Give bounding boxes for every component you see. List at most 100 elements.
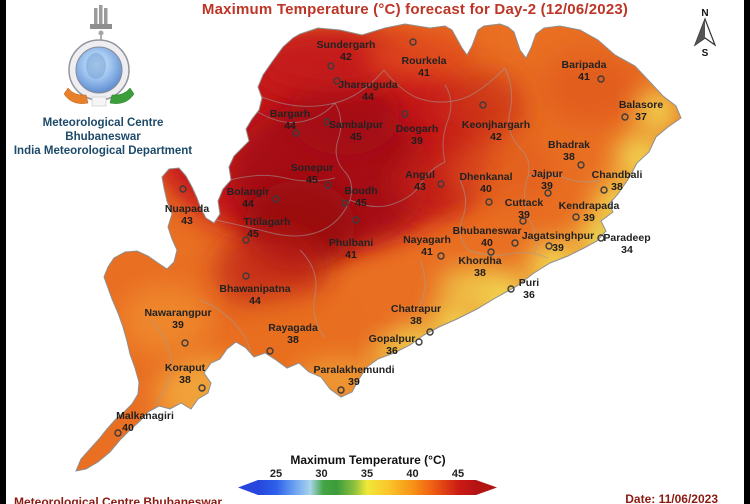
lion-capital-icon bbox=[90, 5, 112, 41]
legend-right-arrow bbox=[476, 480, 497, 495]
station-marker-icon bbox=[479, 101, 487, 109]
station-temperature: 37 bbox=[635, 111, 647, 123]
station-temperature: 39 bbox=[583, 212, 595, 224]
station-name: Paralakhemundi bbox=[313, 364, 394, 376]
station-name: Puri bbox=[519, 277, 540, 289]
footer-organisation: Meteorological Centre Bhubaneswar bbox=[14, 495, 223, 504]
logo-caption-line1: Meteorological Centre Bhubaneswar bbox=[42, 117, 164, 143]
station-marker-icon bbox=[621, 113, 629, 121]
station-temperature: 41 bbox=[421, 246, 433, 258]
right-black-border bbox=[744, 0, 750, 504]
station-temperature: 41 bbox=[578, 71, 590, 83]
station-name: Kendrapada bbox=[559, 200, 620, 212]
station-temperature: 42 bbox=[340, 51, 352, 63]
station-temperature: 43 bbox=[181, 215, 193, 227]
emblem-landmass bbox=[86, 53, 106, 79]
station-temperature: 39 bbox=[541, 180, 553, 192]
legend-tick-label: 45 bbox=[452, 468, 464, 480]
station-marker-icon bbox=[426, 328, 434, 336]
station-temperature: 44 bbox=[249, 295, 261, 307]
station-marker-icon bbox=[600, 186, 608, 194]
station-temperature: 39 bbox=[172, 319, 184, 331]
compass-north-label: N bbox=[701, 8, 708, 19]
station-temperature: 41 bbox=[345, 249, 357, 261]
station-name: Malkanagiri bbox=[116, 410, 174, 422]
footer-date: Date: 11/06/2023 bbox=[625, 492, 718, 504]
station-marker-icon bbox=[323, 118, 331, 126]
station-name: Deogarh bbox=[396, 123, 439, 135]
station-marker-icon bbox=[485, 198, 493, 206]
station-marker-icon bbox=[198, 384, 206, 392]
station-name: Dhenkanal bbox=[459, 171, 512, 183]
station-marker-icon bbox=[242, 272, 250, 280]
station-temperature: 45 bbox=[355, 197, 367, 209]
station-name: Phulbani bbox=[329, 237, 373, 249]
station-temperature: 45 bbox=[350, 131, 362, 143]
station-marker-icon bbox=[597, 234, 605, 242]
station-marker-icon bbox=[597, 75, 605, 83]
station-temperature: 42 bbox=[490, 131, 502, 143]
station-temperature: 43 bbox=[414, 181, 426, 193]
compass: N S bbox=[693, 8, 717, 59]
station-marker-icon bbox=[327, 62, 335, 70]
station-name: Paradeep bbox=[603, 232, 650, 244]
station-marker-icon bbox=[337, 386, 345, 394]
compass-arrow-fill bbox=[695, 19, 705, 45]
station-marker-icon bbox=[572, 213, 580, 221]
left-black-border bbox=[0, 0, 6, 504]
station-temperature: 39 bbox=[348, 376, 360, 388]
station-temperature: 38 bbox=[179, 374, 191, 386]
station-temperature: 44 bbox=[362, 91, 374, 103]
station-name: Khordha bbox=[458, 255, 501, 267]
station-name: Nayagarh bbox=[403, 234, 451, 246]
station-temperature: 38 bbox=[410, 315, 422, 327]
state-heatmap bbox=[75, 23, 682, 472]
ribbon-right bbox=[109, 87, 135, 104]
temperature-legend: Maximum Temperature (°C) 25 30 35 40 45 bbox=[238, 453, 497, 495]
station-marker-icon bbox=[266, 347, 274, 355]
station-name: Angul bbox=[405, 169, 435, 181]
logo-caption: Meteorological Centre Bhubaneswar India … bbox=[10, 116, 196, 158]
station-temperature: 40 bbox=[481, 237, 493, 249]
station-temperature: 45 bbox=[247, 228, 259, 240]
legend-colorbar bbox=[258, 480, 476, 495]
station-temperature: 36 bbox=[523, 289, 535, 301]
station-temperature: 41 bbox=[418, 67, 430, 79]
station-name: Jagatsinghpur bbox=[522, 230, 594, 242]
station-marker-icon bbox=[415, 338, 423, 346]
station-marker-icon bbox=[179, 185, 187, 193]
station-marker-icon bbox=[544, 189, 552, 197]
station-name: Bhadrak bbox=[548, 139, 590, 151]
legend-tick-label: 40 bbox=[406, 468, 418, 480]
legend-title: Maximum Temperature (°C) bbox=[290, 453, 445, 467]
station-temperature: 44 bbox=[242, 198, 254, 210]
station-marker-icon bbox=[511, 239, 519, 247]
station-temperature: 34 bbox=[621, 244, 633, 256]
station-marker-icon bbox=[409, 38, 417, 46]
station-temperature: 38 bbox=[563, 151, 575, 163]
station-name: Chatrapur bbox=[391, 303, 441, 315]
station-name: Keonjhargarh bbox=[462, 119, 530, 131]
legend-ticks: 25 30 35 40 45 bbox=[270, 468, 464, 480]
station-name: Nawarangpur bbox=[144, 307, 211, 319]
station-temperature: 40 bbox=[122, 422, 134, 434]
station-name: Balasore bbox=[619, 99, 664, 111]
